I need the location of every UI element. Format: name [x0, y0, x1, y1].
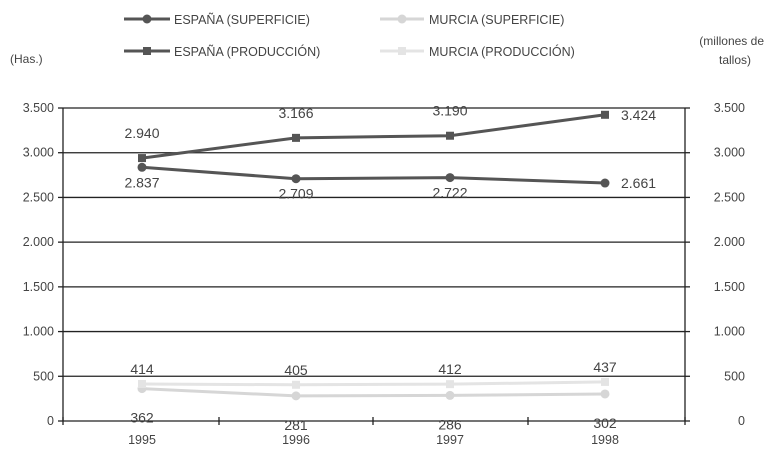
right-y-tick-label: 1.000: [714, 325, 745, 339]
data-label: 2.837: [124, 174, 159, 190]
data-point: [291, 174, 301, 184]
data-label: 362: [130, 410, 154, 426]
left-y-tick-label: 3.500: [23, 101, 54, 115]
data-label: 2.661: [621, 175, 656, 191]
data-label: 2.722: [432, 185, 467, 201]
legend-item-murcia-produccion: MURCIA (PRODUCCIÓN): [380, 44, 575, 59]
data-label: 3.424: [621, 107, 656, 123]
data-point: [138, 379, 146, 388]
legend-item-murcia-superficie: MURCIA (SUPERFICIE): [380, 13, 564, 27]
data-labels: 2.837 2.709 2.722 2.661 2.940 3.166 3.190 3.424…: [124, 103, 656, 433]
data-point: [600, 389, 610, 399]
data-label: 286: [438, 416, 462, 432]
right-axis-unit-line1: (millones de: [699, 34, 764, 48]
legend-label: MURCIA (PRODUCCIÓN): [429, 44, 575, 59]
series-group: [137, 110, 610, 401]
data-label: 3.190: [432, 103, 467, 119]
left-y-tick-label: 0: [47, 414, 54, 428]
data-label: 412: [438, 361, 462, 377]
data-point: [445, 173, 455, 183]
data-label: 2.709: [278, 186, 313, 202]
right-y-tick-label: 500: [724, 369, 745, 383]
right-y-tick-label: 3.500: [714, 101, 745, 115]
data-point: [137, 162, 147, 172]
right-y-tick-label: 3.000: [714, 146, 745, 160]
data-label: 3.166: [278, 105, 313, 121]
left-y-tick-label: 1.000: [23, 325, 54, 339]
data-point: [600, 178, 610, 188]
left-y-tick-label: 2.000: [23, 235, 54, 249]
right-y-tick-label: 2.500: [714, 190, 745, 204]
data-point: [292, 133, 300, 142]
legend-label: MURCIA (SUPERFICIE): [429, 13, 564, 27]
left-y-tick-label: 1.500: [23, 280, 54, 294]
right-y-tick-label: 1.500: [714, 280, 745, 294]
right-y-tick-label: 2.000: [714, 235, 745, 249]
series-line: [141, 165, 606, 185]
data-point: [601, 110, 609, 119]
left-axis-unit: (Has.): [10, 52, 43, 66]
x-tick-label: 1998: [591, 433, 619, 447]
legend-item-espana-superficie: ESPAÑA (SUPERFICIE): [124, 13, 310, 27]
right-y-tick-label: 0: [738, 414, 745, 428]
data-point: [292, 380, 300, 389]
x-tick-label: 1995: [128, 433, 156, 447]
x-tick-label: 1997: [436, 433, 464, 447]
data-label: 437: [593, 359, 617, 375]
data-point: [446, 380, 454, 389]
tick-labels: 0 0 500 500 1.000 1.000 1.500 1.500 2.000 2.000 2.…: [23, 101, 745, 447]
data-point: [601, 377, 609, 386]
series-line: [141, 387, 606, 398]
legend: ESPAÑA (SUPERFICIE) MURCIA (SUPERFICIE) …: [124, 13, 575, 59]
left-y-tick-label: 500: [33, 369, 54, 383]
right-axis-unit-line2: tallos): [719, 53, 751, 67]
data-label: 405: [284, 362, 308, 378]
data-label: 2.940: [124, 125, 159, 141]
data-point: [138, 154, 146, 163]
gridlines: [63, 107, 685, 377]
data-label: 414: [130, 361, 154, 377]
legend-label: ESPAÑA (SUPERFICIE): [174, 13, 310, 27]
data-point: [445, 390, 455, 400]
left-y-tick-label: 3.000: [23, 146, 54, 160]
data-label: 302: [593, 415, 617, 431]
data-label: 281: [284, 417, 308, 433]
series-line: [141, 113, 606, 160]
axes: [58, 107, 690, 425]
data-point: [446, 131, 454, 140]
legend-label: ESPAÑA (PRODUCCIÓN): [174, 44, 320, 59]
data-point: [291, 391, 301, 401]
x-tick-label: 1996: [282, 433, 310, 447]
legend-item-espana-produccion: ESPAÑA (PRODUCCIÓN): [124, 44, 320, 59]
series-line: [141, 380, 606, 387]
left-y-tick-label: 2.500: [23, 190, 54, 204]
